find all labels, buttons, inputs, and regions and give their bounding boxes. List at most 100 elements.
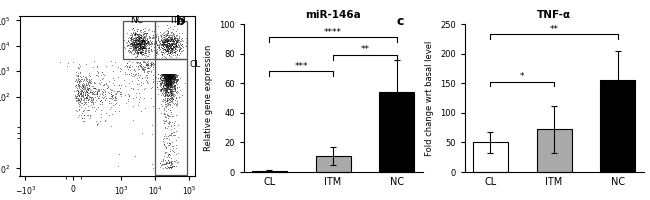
Point (81, 77, 92, 81)
Point (162, 73, 173, 77)
Point (164, 103, 175, 106)
Point (145, 65, 155, 69)
Point (136, 47, 146, 50)
Point (156, 93, 166, 96)
Point (167, 47, 177, 51)
Point (136, 36, 146, 40)
Point (162, 40, 173, 43)
Point (87, 93, 98, 96)
Point (136, 48, 147, 52)
Point (168, 77, 178, 80)
Point (132, 50, 142, 54)
Point (165, 36, 176, 39)
Point (168, 41, 178, 44)
Point (173, 46, 183, 49)
Point (137, 131, 148, 134)
Point (161, 89, 171, 92)
Point (70, 70, 81, 74)
Point (171, 44, 181, 47)
Point (135, 43, 145, 46)
Point (111, 94, 121, 97)
Point (168, 45, 178, 48)
Point (170, 98, 180, 102)
Point (164, 78, 175, 81)
Point (161, 84, 172, 87)
Point (159, 77, 170, 81)
Point (158, 73, 168, 76)
Point (93, 105, 103, 108)
Point (127, 43, 138, 46)
Point (162, 87, 172, 90)
Point (80, 85, 90, 88)
Point (166, 30, 177, 33)
Point (175, 48, 185, 51)
Point (161, 162, 171, 165)
Point (164, 83, 175, 86)
Point (148, 78, 158, 81)
Point (77, 119, 88, 122)
Point (144, 58, 154, 61)
Point (162, 43, 172, 46)
Point (172, 39, 183, 42)
Point (138, 47, 149, 50)
Point (132, 33, 142, 36)
Point (128, 40, 138, 43)
Point (146, 65, 156, 68)
Point (70, 86, 81, 89)
Point (162, 75, 173, 78)
Point (168, 79, 179, 82)
Point (73, 74, 83, 78)
Point (136, 42, 147, 46)
Point (167, 80, 177, 83)
Point (144, 50, 154, 53)
Point (77, 77, 87, 80)
Point (158, 45, 168, 48)
Point (159, 80, 170, 84)
Point (148, 63, 159, 66)
Point (173, 39, 183, 42)
Point (162, 75, 173, 78)
Point (139, 42, 150, 45)
Point (161, 45, 172, 48)
Point (133, 38, 144, 41)
Point (164, 37, 175, 40)
Point (166, 123, 176, 126)
Point (161, 82, 172, 85)
Point (85, 80, 96, 84)
Point (141, 49, 151, 52)
Point (159, 108, 169, 111)
Point (143, 66, 153, 69)
Point (172, 79, 182, 82)
Point (111, 98, 122, 101)
Point (74, 113, 85, 117)
Point (163, 143, 174, 146)
Point (172, 52, 182, 55)
Text: ITM: ITM (170, 16, 186, 25)
Point (138, 64, 148, 68)
Point (124, 82, 134, 85)
Point (168, 80, 178, 83)
Point (164, 43, 175, 47)
Point (165, 97, 176, 100)
Point (73, 98, 83, 101)
Point (162, 75, 172, 78)
Point (133, 35, 143, 38)
Point (131, 39, 142, 42)
Point (160, 98, 170, 101)
Point (162, 87, 173, 91)
Point (136, 38, 146, 41)
Point (136, 37, 147, 40)
Point (134, 101, 144, 104)
Point (142, 80, 152, 83)
Point (162, 82, 173, 85)
Point (155, 30, 166, 33)
Point (92, 88, 103, 92)
Point (169, 73, 179, 76)
Point (79, 97, 90, 100)
Point (99, 74, 109, 77)
Point (135, 35, 145, 38)
Point (129, 68, 139, 71)
Point (153, 87, 163, 90)
Point (75, 90, 86, 93)
Point (163, 90, 174, 93)
